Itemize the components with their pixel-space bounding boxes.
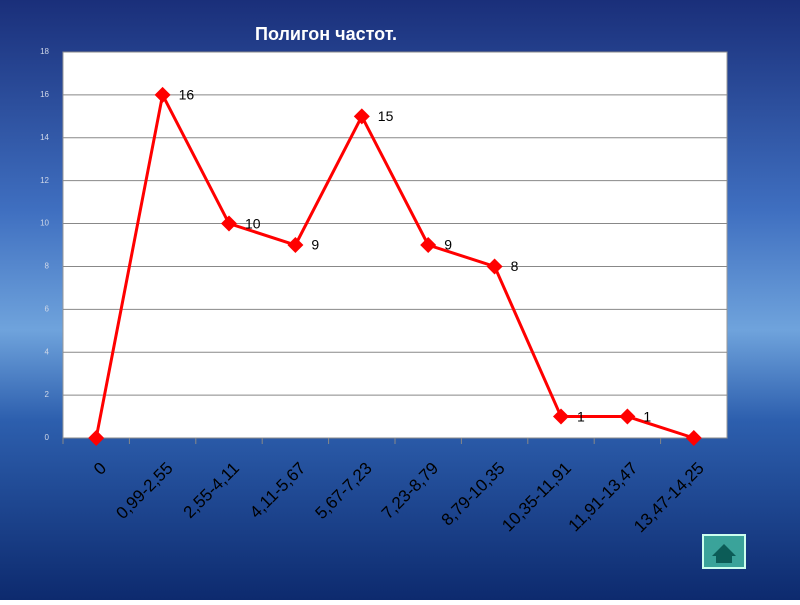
data-label: 1 (577, 408, 585, 424)
y-tick-label: 16 (40, 90, 49, 99)
data-label: 9 (444, 237, 452, 253)
point-marker (685, 430, 702, 446)
point-marker (420, 237, 437, 253)
nav-button[interactable] (702, 534, 746, 569)
data-label: 9 (311, 237, 319, 253)
y-tick-label: 18 (40, 47, 49, 56)
y-tick-label: 0 (45, 433, 50, 442)
y-tick-label: 8 (45, 262, 50, 271)
point-marker (221, 215, 237, 232)
series-line (94, 90, 695, 440)
y-tick-label: 4 (45, 347, 50, 356)
y-tick-label: 2 (45, 390, 50, 399)
data-label: 16 (179, 87, 195, 103)
plot-area (62, 51, 728, 439)
data-label: 1 (643, 408, 651, 424)
y-tick-label: 14 (40, 133, 49, 142)
data-label: 10 (245, 215, 261, 231)
home-icon (712, 544, 736, 563)
point-marker (88, 430, 105, 446)
point-marker (154, 86, 171, 103)
y-tick-label: 12 (40, 176, 49, 185)
point-marker (287, 237, 304, 253)
data-label: 15 (378, 108, 394, 124)
point-marker (553, 408, 569, 425)
data-label: 8 (511, 258, 519, 274)
point-marker (353, 108, 370, 125)
point-marker (619, 408, 636, 425)
chart-title: Полигон частот. (255, 24, 397, 44)
y-tick-label: 10 (40, 219, 49, 228)
point-marker (486, 258, 503, 275)
y-tick-label: 6 (45, 304, 50, 313)
